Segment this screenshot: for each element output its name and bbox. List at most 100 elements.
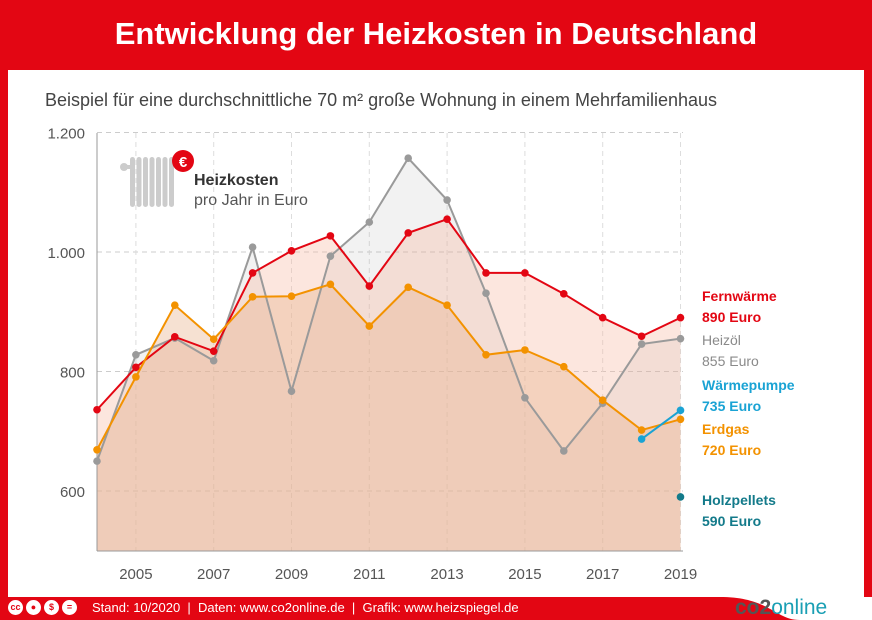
- data-point-fernwaerme: [443, 215, 451, 223]
- label-erdgas: Erdgas 720 Euro: [702, 419, 761, 461]
- series-name: Heizöl: [702, 332, 741, 348]
- legend-subtitle: pro Jahr in Euro: [194, 192, 308, 209]
- data-point-erdgas: [637, 426, 646, 434]
- series-name: Holzpellets: [702, 492, 776, 508]
- area-heizoel: [97, 158, 681, 551]
- logo-part: co2: [735, 596, 772, 619]
- x-tick-label: 2015: [508, 566, 541, 583]
- license-icons: cc ● $ =: [8, 600, 77, 615]
- by-icon: ●: [26, 600, 41, 615]
- x-tick-label: 2007: [197, 566, 230, 583]
- y-tick-label: 1.200: [47, 126, 85, 143]
- data-point-erdgas: [93, 445, 101, 454]
- series-line-waermepumpe: [641, 409, 682, 440]
- series-value: 735 Euro: [702, 398, 762, 414]
- data-point-erdgas: [404, 283, 413, 292]
- series-name: Erdgas: [702, 421, 750, 437]
- data-point-erdgas: [326, 280, 335, 289]
- series-line-fernwaerme: [96, 217, 681, 411]
- data-point-fernwaerme: [521, 269, 529, 277]
- footer-text: Stand: 10/2020 | Daten: www.co2online.de…: [92, 600, 519, 615]
- data-point-fernwaerme: [132, 363, 140, 372]
- label-heizoel: Heizöl 855 Euro: [702, 330, 759, 372]
- label-waermepumpe: Wärmepumpe 735 Euro: [702, 375, 795, 417]
- x-tick-label: 2013: [430, 566, 463, 583]
- data-point-erdgas: [132, 373, 140, 381]
- data-point-fernwaerme: [598, 313, 607, 322]
- data-point-heizoel: [209, 356, 218, 365]
- area-erdgas: [97, 284, 681, 551]
- radiator-fin: [136, 157, 142, 207]
- data-point-heizoel: [326, 252, 335, 260]
- data-point-fernwaerme: [482, 269, 490, 277]
- data-point-heizoel: [93, 457, 101, 465]
- data-point-erdgas: [171, 301, 179, 309]
- x-tick-label: 2009: [275, 566, 308, 583]
- cc-icon: cc: [8, 600, 23, 615]
- chart-title: Entwicklung der Heizkosten in Deutschlan…: [114, 16, 758, 51]
- data-point-fernwaerme: [93, 405, 101, 414]
- data-point-fernwaerme: [676, 313, 685, 322]
- data-point-heizoel: [637, 340, 646, 348]
- y-tick-label: 800: [60, 365, 85, 382]
- series-name: Fernwärme: [702, 288, 777, 304]
- radiator-pipe: [124, 165, 132, 169]
- series-line-erdgas: [96, 283, 681, 451]
- data-point-heizoel: [482, 289, 490, 298]
- series-name: Wärmepumpe: [702, 377, 795, 393]
- radiator-fin: [130, 157, 135, 207]
- data-point-fernwaerme: [326, 232, 335, 240]
- data-point-heizoel: [443, 196, 451, 204]
- nd-icon: =: [62, 600, 77, 615]
- data-point-heizoel: [676, 334, 685, 343]
- radiator-fin: [149, 157, 155, 207]
- data-point-fernwaerme: [365, 282, 374, 290]
- data-point-erdgas: [365, 322, 374, 330]
- nc-icon: $: [44, 600, 59, 615]
- y-tick-label: 1.000: [47, 245, 85, 262]
- logo-part: online: [771, 596, 828, 619]
- data-point-heizoel: [132, 350, 140, 359]
- area-fernwaerme: [97, 219, 681, 551]
- data-point-erdgas: [443, 301, 451, 309]
- radiator-euro-icon: €: [120, 150, 194, 207]
- euro-symbol: €: [179, 154, 188, 171]
- data-point-erdgas: [598, 396, 607, 404]
- data-point-heizoel: [404, 154, 413, 162]
- data-point-fernwaerme: [287, 247, 296, 255]
- radiator-fin: [162, 157, 168, 207]
- data-point-heizoel: [521, 393, 529, 402]
- data-point-erdgas: [482, 350, 490, 359]
- data-point-erdgas: [560, 362, 568, 371]
- data-point-heizoel: [560, 447, 568, 455]
- radiator-fin: [156, 157, 161, 207]
- data-point-fernwaerme: [248, 269, 257, 277]
- data-point-fernwaerme: [560, 290, 568, 298]
- data-point-holzpellets: [676, 493, 685, 501]
- chart-subtitle: Beispiel für eine durchschnittliche 70 m…: [45, 90, 718, 110]
- series-value: 720 Euro: [702, 442, 762, 458]
- x-tick-label: 2011: [353, 566, 385, 583]
- label-holzpellets: Holzpellets 590 Euro: [702, 490, 776, 532]
- y-tick-label: 600: [60, 484, 85, 501]
- co2online-logo: co2online: [735, 596, 827, 620]
- legend-title: Heizkosten: [194, 172, 279, 189]
- data-point-erdgas: [209, 335, 218, 344]
- series-value: 590 Euro: [702, 513, 762, 529]
- data-point-waermepumpe: [676, 406, 685, 415]
- series-value: 855 Euro: [702, 353, 759, 369]
- data-point-erdgas: [248, 293, 257, 301]
- data-point-heizoel: [248, 243, 257, 252]
- data-point-waermepumpe: [637, 435, 646, 443]
- data-point-erdgas: [676, 415, 685, 424]
- data-point-fernwaerme: [171, 333, 179, 341]
- footer-logo-background: [720, 597, 872, 620]
- data-point-erdgas: [287, 292, 296, 301]
- data-point-fernwaerme: [637, 332, 646, 341]
- data-point-fernwaerme: [404, 229, 413, 237]
- label-fernwaerme: Fernwärme 890 Euro: [702, 286, 777, 328]
- data-point-heizoel: [365, 218, 374, 226]
- euro-badge: [172, 150, 194, 172]
- radiator-fin: [143, 157, 148, 207]
- data-point-erdgas: [521, 346, 529, 354]
